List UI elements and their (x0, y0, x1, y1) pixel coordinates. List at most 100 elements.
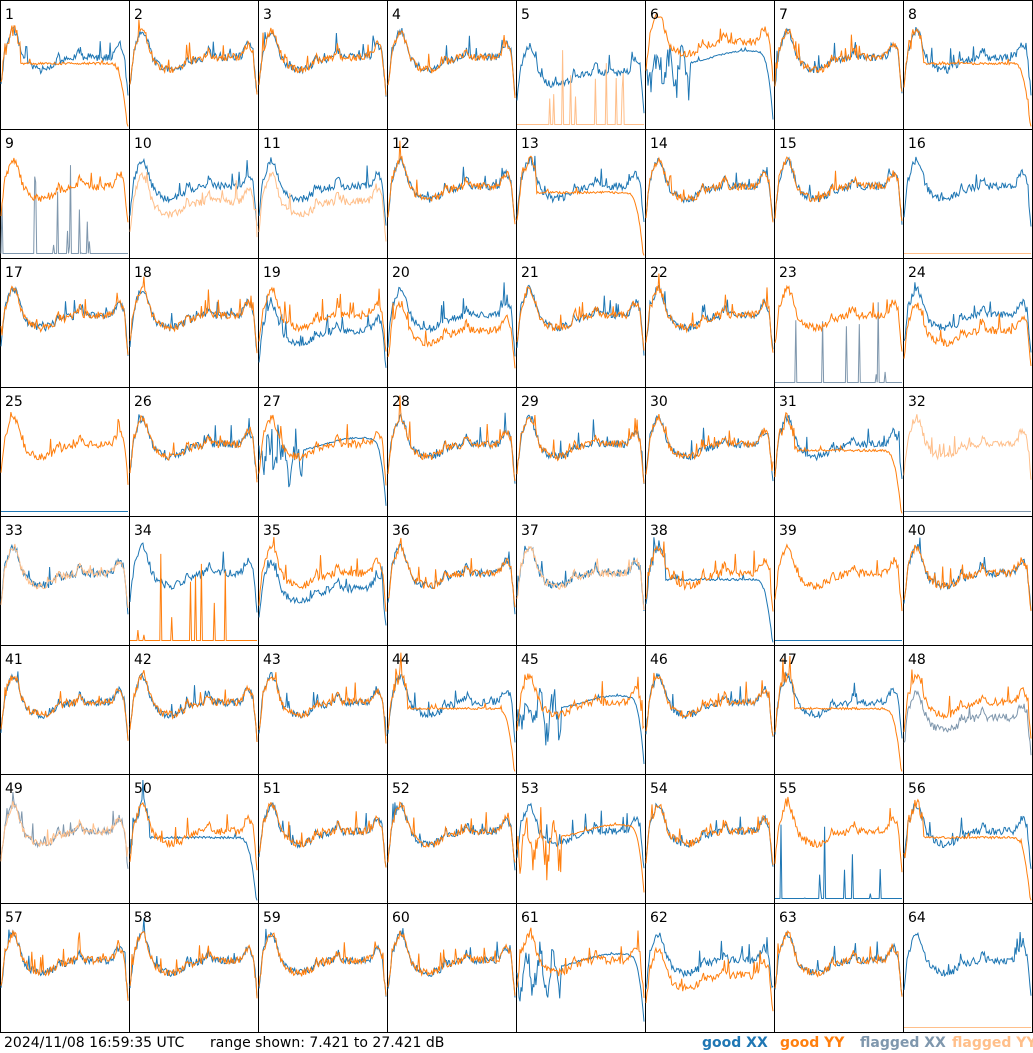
panel-label: 61 (521, 910, 539, 926)
legend-good-yy: good YY (780, 1035, 845, 1051)
panel-label: 17 (5, 265, 23, 281)
panel-frame (516, 645, 646, 775)
panel-label: 54 (650, 781, 668, 797)
series-yy (0, 285, 129, 355)
panel-label: 2 (134, 7, 143, 23)
panel-55: 55 (774, 774, 904, 904)
series-xx (903, 931, 1032, 996)
panel-3: 3 (258, 0, 388, 130)
panel-label: 10 (134, 136, 152, 152)
panel-frame (774, 0, 904, 130)
panel-label: 20 (392, 265, 410, 281)
panel-label: 57 (5, 910, 23, 926)
panel-46: 46 (645, 645, 775, 775)
panel-label: 3 (263, 7, 272, 23)
panel-label: 22 (650, 265, 668, 281)
panel-frame (387, 129, 517, 259)
panel-frame (516, 903, 646, 1033)
series-xx (387, 282, 516, 357)
series-xx (645, 932, 774, 990)
panel-44: 44 (387, 645, 517, 775)
series-yy (0, 801, 129, 862)
panel-frame (0, 0, 130, 130)
panel-label: 26 (134, 394, 152, 410)
series-yy (0, 157, 129, 223)
panel-42: 42 (129, 645, 259, 775)
panel-frame (387, 258, 517, 388)
panel-19: 19 (258, 258, 388, 388)
panel-30: 30 (645, 387, 775, 517)
series-yy (0, 411, 129, 485)
panel-frame (258, 0, 388, 130)
series-yy (129, 801, 258, 871)
panel-29: 29 (516, 387, 646, 517)
panel-frame (516, 258, 646, 388)
series-xx (645, 157, 774, 222)
panel-label: 43 (263, 652, 281, 668)
series-yy (516, 286, 645, 351)
series-yy (258, 537, 387, 612)
panel-23: 23 (774, 258, 904, 388)
panel-frame (0, 774, 130, 904)
panel-frame (903, 516, 1033, 646)
panel-39: 39 (774, 516, 904, 646)
panel-frame (129, 258, 259, 388)
panel-label: 62 (650, 910, 668, 926)
panel-12: 12 (387, 129, 517, 259)
series-yy (774, 929, 903, 997)
series-yy (774, 796, 903, 873)
series-yy (387, 930, 516, 996)
series-yy (774, 28, 903, 92)
panel-frame (258, 645, 388, 775)
panel-label: 32 (908, 394, 926, 410)
series-yy (0, 675, 129, 741)
panel-label: 44 (392, 652, 410, 668)
series-yy (258, 286, 387, 352)
panel-27: 27 (258, 387, 388, 517)
panel-label: 56 (908, 781, 926, 797)
panel-label: 18 (134, 265, 152, 281)
series-yy (516, 807, 645, 893)
series-yy (903, 302, 1032, 366)
panel-58: 58 (129, 903, 259, 1033)
panel-frame (774, 645, 904, 775)
panel-32: 32 (903, 387, 1033, 517)
panel-47: 47 (774, 645, 904, 775)
panel-label: 60 (392, 910, 410, 926)
series-xx (258, 157, 387, 226)
panel-label: 63 (779, 910, 797, 926)
panel-frame (258, 129, 388, 259)
panel-11: 11 (258, 129, 388, 259)
series-yy (387, 801, 516, 863)
series-yy (645, 946, 774, 1012)
panel-label: 59 (263, 910, 281, 926)
panel-56: 56 (903, 774, 1033, 904)
series-yy (645, 414, 774, 475)
panel-frame (774, 516, 904, 646)
panel-16: 16 (903, 129, 1033, 259)
panel-label: 46 (650, 652, 668, 668)
panel-label: 35 (263, 523, 281, 539)
series-yy (387, 140, 516, 225)
panel-7: 7 (774, 0, 904, 130)
series-xx (775, 824, 902, 899)
panel-frame (0, 903, 130, 1033)
series-xx (775, 302, 902, 383)
series-yy (517, 50, 644, 125)
panel-frame (0, 516, 130, 646)
timestamp: 2024/11/08 16:59:35 UTC (4, 1035, 185, 1051)
panel-label: 6 (650, 7, 659, 23)
panel-45: 45 (516, 645, 646, 775)
panel-label: 1 (5, 7, 14, 23)
panel-frame (0, 645, 130, 775)
series-yy (774, 655, 903, 772)
panel-14: 14 (645, 129, 775, 259)
panel-9: 9 (0, 129, 130, 259)
series-xx (645, 802, 774, 867)
series-yy (903, 27, 1032, 127)
series-xx (258, 295, 387, 368)
panel-37: 37 (516, 516, 646, 646)
panel-frame (774, 774, 904, 904)
panel-26: 26 (129, 387, 259, 517)
